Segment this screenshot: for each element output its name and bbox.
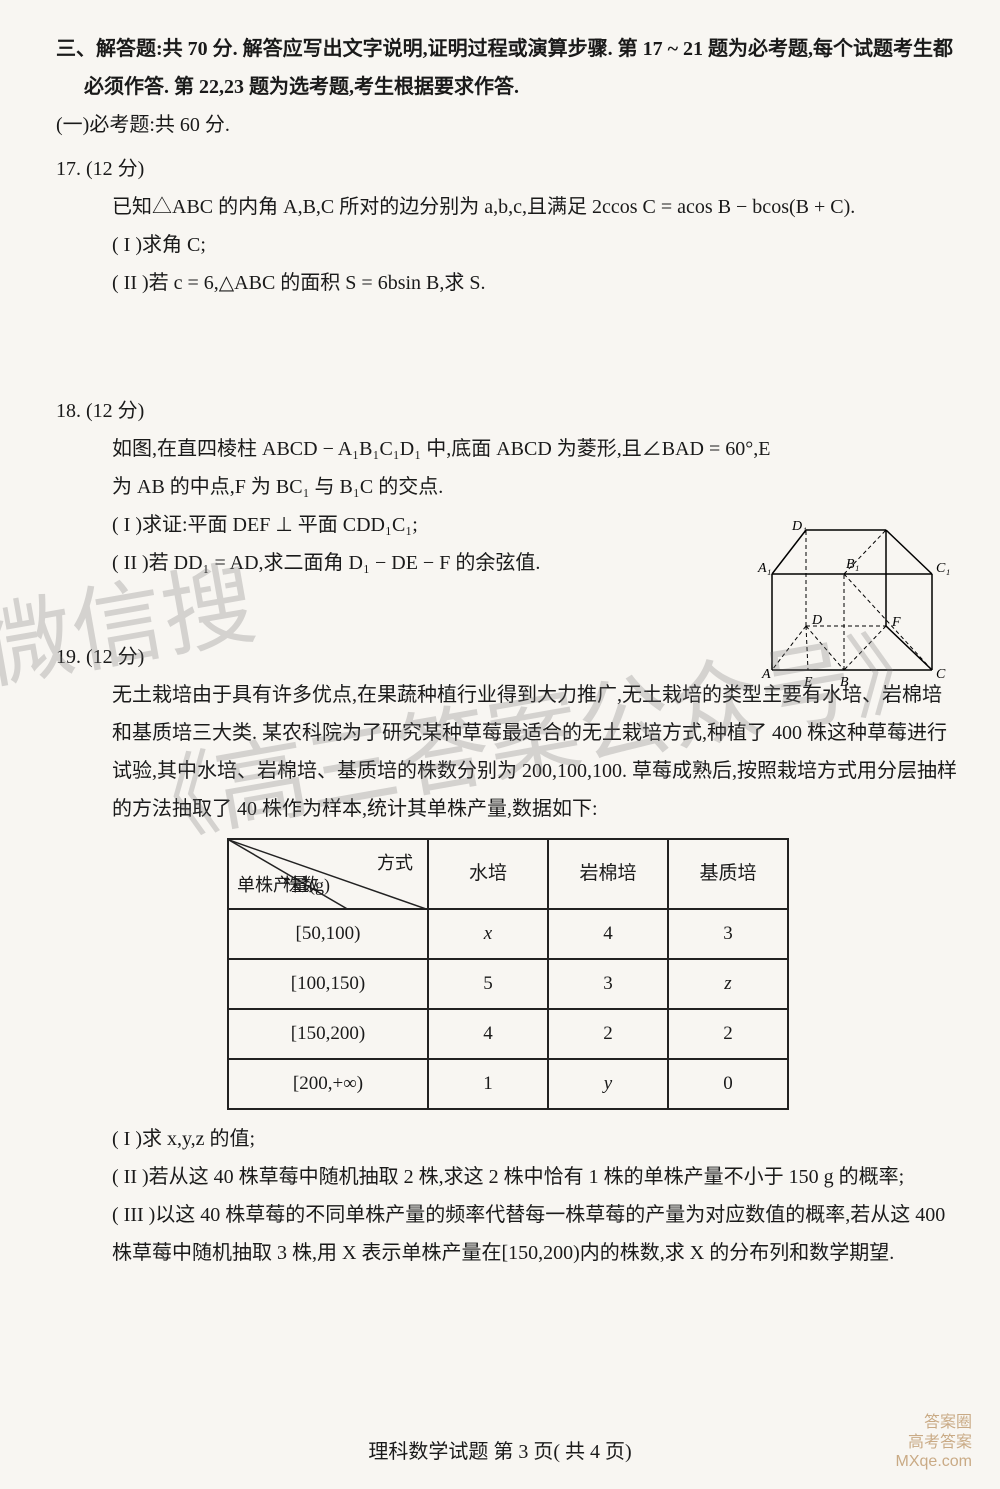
badge-line3: MXqe.com xyxy=(896,1452,972,1471)
row-label: [50,100) xyxy=(228,909,428,959)
label-D1: D₁ xyxy=(791,520,807,534)
label-A1: A₁ xyxy=(757,561,771,576)
table-diag-header: 方式 株数 单株产量(g) xyxy=(228,839,428,909)
table-row: [100,150) 5 3 z xyxy=(228,959,788,1009)
q19-part1: ( I )求 x,y,z 的值; xyxy=(112,1120,960,1158)
table-row: [50,100) x 4 3 xyxy=(228,909,788,959)
yield-table: 方式 株数 单株产量(g) 水培 岩棉培 基质培 [50,100) x 4 3 … xyxy=(227,838,789,1110)
cell: y xyxy=(548,1059,668,1109)
q19-part3: ( III )以这 40 株草莓的不同单株产量的频率代替每一株草莓的产量为对应数… xyxy=(112,1196,960,1272)
label-B1: B₁ xyxy=(846,557,859,572)
section-header-line1: 三、解答题:共 70 分. 解答应写出文字说明,证明过程或演算步骤. 第 17 … xyxy=(84,30,960,106)
diag-label-top: 方式 xyxy=(377,846,413,880)
label-E: E xyxy=(803,675,813,690)
q18-text: 如图,在直四棱柱 ABCD − A₁B₁C₁D₁ 中,底面 ABCD 为菱形,且… xyxy=(112,430,960,506)
cell: 3 xyxy=(548,959,668,1009)
table-row: [200,+∞) 1 y 0 xyxy=(228,1059,788,1109)
cell: 5 xyxy=(428,959,548,1009)
prism-figure: A B C D A₁ B₁ C₁ D₁ E F xyxy=(754,520,954,703)
row-label: [200,+∞) xyxy=(228,1059,428,1109)
footer-badge: 答案圈 高考答案 MXqe.com xyxy=(896,1413,972,1471)
row-label: [150,200) xyxy=(228,1009,428,1059)
page-footer: 理科数学试题 第 3 页( 共 4 页) xyxy=(0,1433,1000,1471)
cell: 3 xyxy=(668,909,788,959)
cell: 4 xyxy=(548,909,668,959)
label-C: C xyxy=(936,667,946,682)
q18-number: 18. (12 分) xyxy=(56,392,960,430)
label-F: F xyxy=(891,615,901,630)
badge-line1: 答案圈 xyxy=(896,1413,972,1432)
label-D: D xyxy=(811,613,822,628)
table-row: [150,200) 4 2 2 xyxy=(228,1009,788,1059)
q17-text: 已知△ABC 的内角 A,B,C 所对的边分别为 a,b,c,且满足 2ccos… xyxy=(112,188,960,226)
cell: z xyxy=(668,959,788,1009)
label-B: B xyxy=(840,675,849,690)
q17-part1: ( I )求角 C; xyxy=(112,226,960,264)
row-label: [100,150) xyxy=(228,959,428,1009)
col-header-1: 岩棉培 xyxy=(548,839,668,909)
cell: 0 xyxy=(668,1059,788,1109)
badge-line2: 高考答案 xyxy=(896,1433,972,1452)
section-header-line2: (一)必考题:共 60 分. xyxy=(56,106,960,144)
cell: 1 xyxy=(428,1059,548,1109)
q17-number: 17. (12 分) xyxy=(56,150,960,188)
cell: 2 xyxy=(668,1009,788,1059)
q19-part2: ( II )若从这 40 株草莓中随机抽取 2 株,求这 2 株中恰有 1 株的… xyxy=(112,1158,960,1196)
diag-label-bottom: 单株产量(g) xyxy=(237,868,330,902)
label-A: A xyxy=(761,667,771,682)
label-C1: C₁ xyxy=(936,561,950,576)
cell: 2 xyxy=(548,1009,668,1059)
col-header-0: 水培 xyxy=(428,839,548,909)
cell: x xyxy=(428,909,548,959)
cell: 4 xyxy=(428,1009,548,1059)
q17-part2: ( II )若 c = 6,△ABC 的面积 S = 6bsin B,求 S. xyxy=(112,264,960,302)
col-header-2: 基质培 xyxy=(668,839,788,909)
